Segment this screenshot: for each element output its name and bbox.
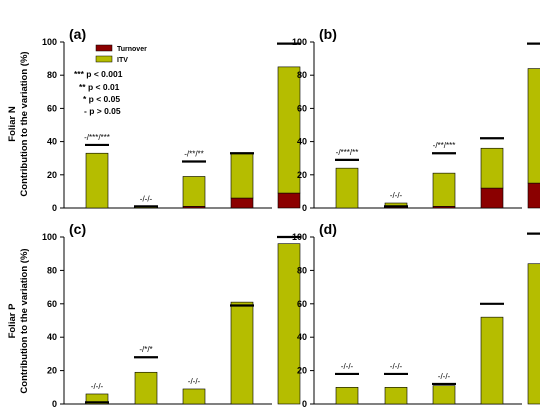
sig-key-line-3: * p < 0.05 (83, 94, 120, 104)
bar-itv-1 (85, 152, 109, 209)
y-axis-title-bottom: Foliar P Contribution to the variation (… (7, 248, 30, 393)
bar-turnover-4 (230, 197, 254, 209)
bar-itv-4 (230, 152, 254, 199)
significance-annotation-1: -/***/** (336, 148, 359, 157)
panel-label-a: (a) (69, 26, 86, 42)
y-tick-label-40: 40 (297, 332, 307, 342)
y-title-bottom-trait: Foliar P (7, 303, 18, 339)
bar-itv-1 (335, 167, 359, 209)
bar-itv-4 (230, 301, 254, 405)
y-tick-label-80: 80 (297, 265, 307, 275)
y-tick-label-60: 60 (297, 103, 307, 113)
significance-annotation-1: -/-/- (91, 382, 104, 391)
panel-a: 0 20 40 60 80 100 (a) -/***/*** -/-/- -/**/** (42, 26, 301, 213)
bar-itv-2 (134, 371, 158, 405)
significance-annotation-3: -/**/** (184, 150, 204, 159)
panel-c: 0 20 40 60 80 100 (c) -/-/- -/*/* -/-/- (42, 221, 301, 409)
bar-itv-3 (182, 176, 206, 207)
y-tick-label-20: 20 (47, 170, 57, 180)
y-tick-label-20: 20 (297, 366, 307, 376)
legend-label-turnover: Turnover (117, 46, 147, 53)
bar-itv-1 (335, 386, 359, 405)
panel-label-c: (c) (69, 221, 86, 237)
bar-itv-1 (85, 393, 109, 405)
bar-itv-4 (480, 316, 504, 405)
significance-key: *** p < 0.001 ** p < 0.01 * p < 0.05 - p… (74, 69, 123, 116)
panel-label-b: (b) (319, 26, 337, 42)
significance-annotation-3: -/-/- (188, 377, 201, 386)
y-tick-label-40: 40 (47, 332, 57, 342)
y-tick-label-100: 100 (42, 232, 57, 242)
y-tick-label-100: 100 (42, 37, 57, 47)
y-tick-label-80: 80 (47, 70, 57, 80)
legend-swatch-turnover (95, 44, 113, 52)
bar-itv-3 (432, 172, 456, 207)
legend: Turnover ITV (95, 44, 147, 64)
significance-annotation-2: -/*/* (139, 345, 152, 354)
bar-turnover-5 (527, 182, 540, 209)
y-tick-label-0: 0 (302, 203, 307, 213)
legend-swatch-itv (95, 55, 113, 63)
bar-itv-5 (527, 263, 540, 405)
y-tick-label-40: 40 (297, 137, 307, 147)
significance-annotation-1: -/***/*** (84, 133, 110, 142)
sig-key-line-2: ** p < 0.01 (79, 82, 120, 92)
bar-itv-3 (182, 388, 206, 405)
y-axis-title-top: Foliar N Contribution to the variation (… (7, 51, 30, 196)
significance-annotation-2: -/-/- (140, 194, 153, 203)
y-tick-label-100: 100 (292, 232, 307, 242)
bar-turnover-5 (277, 192, 301, 209)
y-title-bottom-measure: Contribution to the variation (%) (19, 248, 30, 393)
bar-itv-5 (277, 243, 301, 405)
y-tick-label-60: 60 (297, 299, 307, 309)
bar-itv-2 (384, 386, 408, 405)
y-tick-label-60: 60 (47, 299, 57, 309)
y-title-top-measure: Contribution to the variation (%) (19, 51, 30, 196)
significance-annotation-2: -/-/- (390, 191, 403, 200)
legend-label-itv: ITV (117, 57, 128, 64)
significance-annotation-3: -/-/- (438, 372, 451, 381)
panel-b: 0 20 40 60 80 100 (b) -/***/** -/-/- -/**/*** (292, 26, 540, 213)
bar-itv-5 (277, 66, 301, 194)
bar-itv-4 (480, 147, 504, 189)
y-tick-label-0: 0 (52, 203, 57, 213)
y-tick-label-40: 40 (47, 137, 57, 147)
bar-itv-5 (527, 68, 540, 184)
y-tick-label-80: 80 (297, 70, 307, 80)
sig-key-line-1: *** p < 0.001 (74, 69, 123, 79)
significance-annotation-3: -/**/*** (433, 141, 456, 150)
sig-key-line-4: - p > 0.05 (84, 106, 121, 116)
panel-d: 0 20 40 60 80 100 (d) -/-/- -/-/- -/-/- (292, 221, 540, 409)
y-tick-label-0: 0 (52, 399, 57, 409)
bar-itv-3 (432, 385, 456, 405)
y-title-top-trait: Foliar N (7, 106, 18, 142)
y-tick-label-80: 80 (47, 265, 57, 275)
bar-turnover-4 (480, 187, 504, 209)
panel-label-d: (d) (319, 221, 337, 237)
y-tick-label-100: 100 (292, 37, 307, 47)
y-tick-label-20: 20 (47, 366, 57, 376)
y-tick-label-0: 0 (302, 399, 307, 409)
y-tick-label-20: 20 (297, 170, 307, 180)
y-tick-label-60: 60 (47, 103, 57, 113)
significance-annotation-1: -/-/- (341, 362, 354, 371)
significance-annotation-2: -/-/- (390, 362, 403, 371)
